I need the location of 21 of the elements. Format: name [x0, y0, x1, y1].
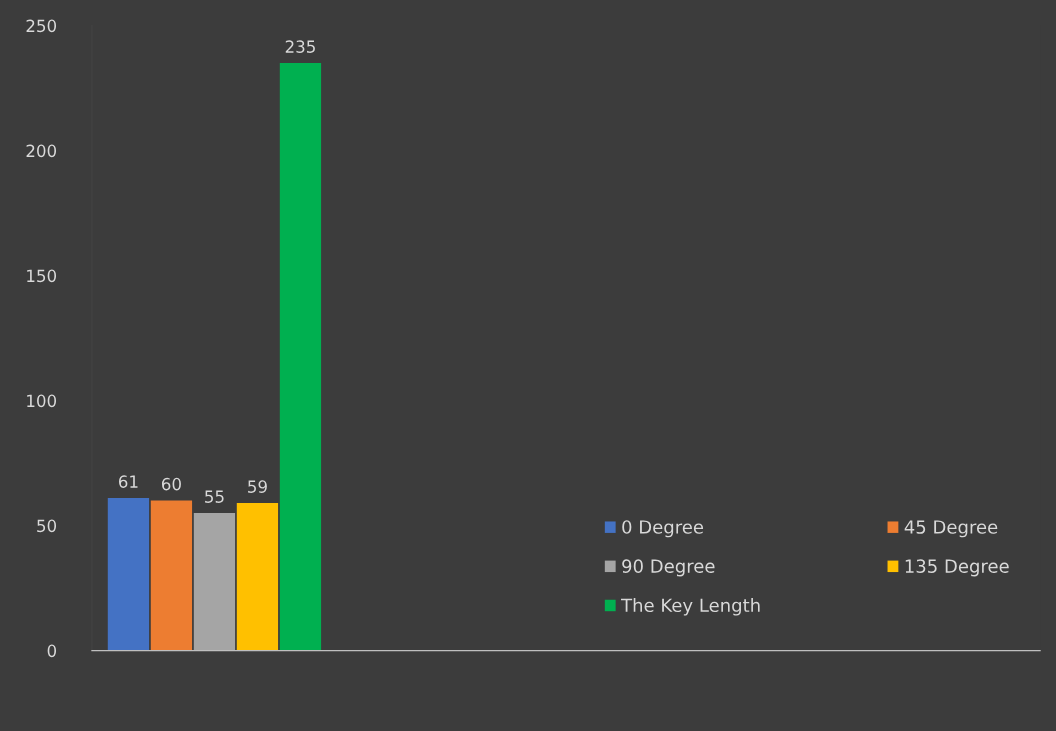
legend-label: 135 Degree	[905, 559, 1009, 577]
bar	[150, 500, 193, 651]
bar	[279, 63, 322, 651]
y-tick-label: 50	[37, 519, 57, 533]
y-tick-label: 0	[47, 644, 57, 658]
data-label: 59	[248, 480, 267, 493]
y-tick-label: 150	[27, 269, 57, 283]
legend-label: 45 Degree	[904, 520, 998, 538]
data-label: 61	[118, 475, 138, 488]
bar	[107, 498, 150, 651]
legend-label: 0 Degree	[622, 520, 704, 538]
data-label: 55	[205, 490, 224, 503]
data-label: 60	[161, 477, 181, 491]
bar	[236, 503, 279, 651]
bar	[193, 513, 236, 651]
y-tick-label: 250	[26, 19, 57, 33]
y-tick-label: 100	[27, 394, 57, 408]
y-tick-label: 200	[26, 144, 57, 158]
legend-label: The Key Length	[621, 598, 760, 616]
legend-label: 90 Degree	[622, 559, 715, 577]
data-label: 235	[285, 40, 315, 53]
